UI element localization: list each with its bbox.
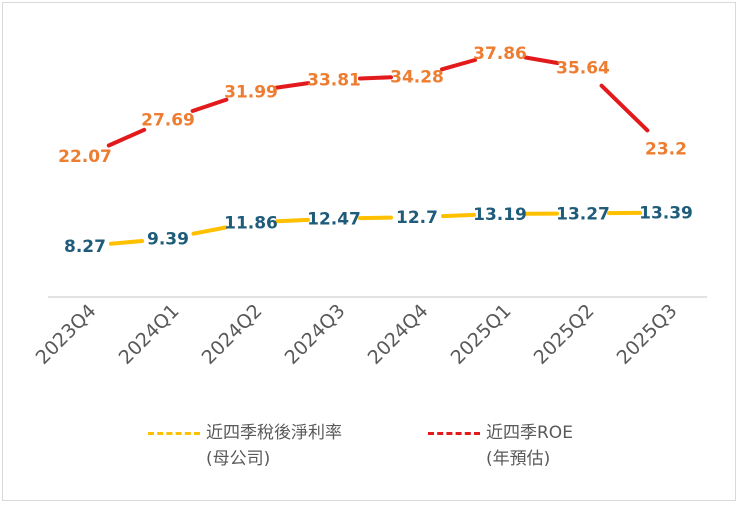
- x-tick-label-2024q3: 2024Q3: [281, 300, 350, 369]
- series-roe-segment-0: [106, 127, 147, 148]
- x-tick-label-2024q4: 2024Q4: [364, 300, 433, 369]
- series-net-margin-segment-2: [275, 217, 310, 224]
- data-label-net-margin-1: 9.39: [147, 230, 189, 250]
- series-net-margin-segment-1: [191, 225, 228, 236]
- x-tick-label-2024q1: 2024Q1: [115, 300, 184, 369]
- series-roe-segment-3: [358, 75, 393, 81]
- data-label-roe-7: 23.2: [645, 140, 687, 160]
- x-tick-label-2025q3: 2025Q3: [613, 300, 682, 369]
- data-label-roe-1: 27.69: [141, 110, 195, 130]
- legend-label-net-margin-line2: (母公司): [206, 449, 271, 469]
- series-net-margin-segment-3: [358, 215, 393, 221]
- legend-label-net-margin-line1: 近四季稅後淨利率: [206, 423, 342, 443]
- legend-swatch-roe: [428, 432, 480, 435]
- data-label-net-margin-6: 13.27: [556, 204, 610, 224]
- data-label-net-margin-2: 11.86: [224, 214, 278, 234]
- x-tick-label-2025q2: 2025Q2: [530, 300, 599, 369]
- series-net-margin-segment-0: [108, 239, 145, 246]
- data-label-roe-0: 22.07: [58, 147, 112, 167]
- x-tick-label-2024q2: 2024Q2: [198, 300, 267, 369]
- data-label-net-margin-0: 8.27: [64, 237, 106, 257]
- data-label-roe-2: 31.99: [224, 82, 278, 102]
- legend-swatch-net-margin: [148, 432, 200, 435]
- legend-label-roe-line2: (年預估): [486, 449, 551, 469]
- series-roe-segment-2: [274, 81, 311, 90]
- x-tick-label-2023q4: 2023Q4: [32, 300, 101, 369]
- series-roe-segment-1: [190, 97, 229, 113]
- data-label-roe-6: 35.64: [556, 58, 610, 78]
- legend-label-roe-line1: 近四季ROE: [486, 423, 573, 443]
- data-label-roe-5: 37.86: [473, 44, 527, 64]
- data-label-net-margin-4: 12.7: [396, 208, 438, 228]
- data-label-net-margin-7: 13.39: [639, 204, 693, 224]
- series-roe-segment-5: [523, 55, 560, 65]
- data-label-roe-4: 34.28: [390, 67, 444, 87]
- series-roe-segment-6: [599, 83, 650, 133]
- data-label-roe-3: 33.81: [307, 70, 361, 90]
- x-tick-label-2025q1: 2025Q1: [447, 300, 516, 369]
- series-roe-segment-4: [440, 58, 477, 72]
- data-label-net-margin-3: 12.47: [307, 210, 361, 230]
- series-net-margin-segment-4: [441, 212, 476, 219]
- data-label-net-margin-5: 13.19: [473, 205, 527, 225]
